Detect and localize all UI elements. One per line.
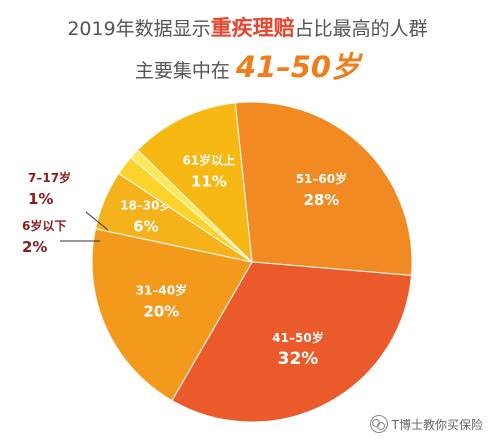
slice-label: 7–17岁	[28, 170, 71, 185]
title-highlight-critical-illness: 重疾理赔	[210, 16, 295, 40]
chart-title-line1: 2019年数据显示重疾理赔占比最高的人群	[0, 12, 495, 42]
watermark: T博士教你买保险	[369, 415, 483, 433]
wechat-icon	[369, 415, 388, 433]
slice-value: 11%	[191, 173, 227, 191]
slice-label: 61岁以上	[182, 153, 235, 168]
slice-label: 18–30岁	[120, 197, 171, 212]
slice-value: 1%	[28, 190, 53, 208]
watermark-text: T博士教你买保险	[391, 417, 483, 432]
slice-label: 6岁以下	[22, 218, 66, 233]
title-highlight-age: 41–50岁	[235, 50, 361, 84]
slice-value: 2%	[22, 238, 47, 256]
pie-slice	[234, 101, 413, 276]
title-suffix: 占比最高的人群	[294, 18, 428, 40]
title-prefix: 2019年数据显示	[67, 18, 211, 40]
pie-slice	[171, 261, 412, 423]
leader-line	[85, 211, 109, 231]
title-prefix-2: 主要集中在	[134, 60, 230, 82]
slice-label: 41–50岁	[272, 330, 323, 345]
slice-value: 6%	[133, 217, 158, 235]
slice-value: 32%	[278, 349, 319, 369]
slice-label: 31–40岁	[136, 282, 187, 297]
slice-label: 51–60岁	[296, 171, 347, 186]
pie-slice	[91, 228, 253, 402]
slice-value: 20%	[143, 302, 179, 320]
pie-slice	[136, 102, 253, 264]
chart-title-line2: 主要集中在 41–50岁	[0, 44, 495, 86]
slice-value: 28%	[303, 191, 339, 209]
